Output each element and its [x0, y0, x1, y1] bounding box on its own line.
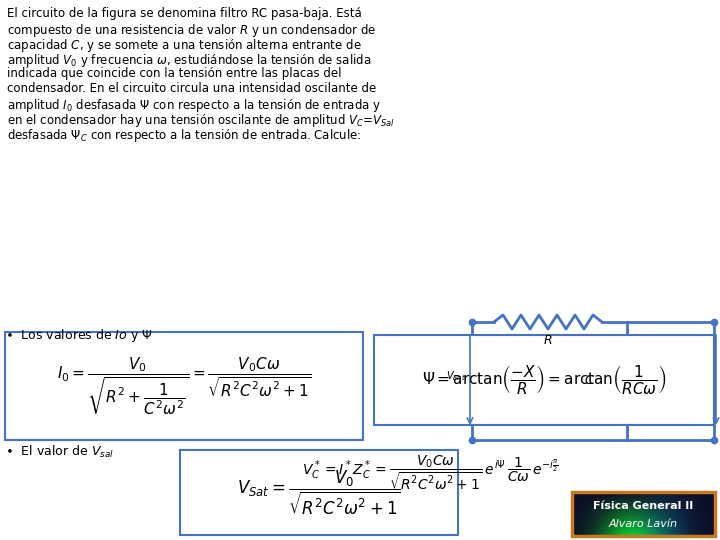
Text: en el condensador hay una tensión oscilante de amplitud $V_C$=$V_{Sal}$: en el condensador hay una tensión oscila…: [7, 112, 395, 129]
Text: capacidad $C$, y se somete a una tensión alterna entrante de: capacidad $C$, y se somete a una tensión…: [7, 37, 361, 54]
Text: $V_C^* = I^* Z_C^* = \dfrac{V_0 C\omega}{\sqrt{R^2C^2\omega^2+1}}\,e^{i\Psi}\,\d: $V_C^* = I^* Z_C^* = \dfrac{V_0 C\omega}…: [302, 453, 558, 491]
Text: condensador. En el circuito circula una intensidad oscilante de: condensador. En el circuito circula una …: [7, 82, 377, 95]
Text: $V_{Sat} = \dfrac{V_0}{\sqrt{R^2C^2\omega^2+1}}$: $V_{Sat} = \dfrac{V_0}{\sqrt{R^2C^2\omeg…: [237, 468, 401, 517]
Bar: [374, 335, 714, 425]
Bar: [572, 492, 715, 536]
Text: Física General II: Física General II: [593, 501, 693, 511]
Bar: [180, 450, 458, 535]
Text: indicada que coincide con la tensión entre las placas del: indicada que coincide con la tensión ent…: [7, 67, 341, 80]
Text: amplitud $I_0$ desfasada $\Psi$ con respecto a la tensión de entrada y: amplitud $I_0$ desfasada $\Psi$ con resp…: [7, 97, 381, 114]
Text: $V_{Ent}$: $V_{Ent}$: [446, 369, 466, 383]
Text: El circuito de la figura se denomina filtro RC pasa-baja. Está: El circuito de la figura se denomina fil…: [7, 7, 361, 20]
Text: Alvaro Lavín: Alvaro Lavín: [609, 519, 678, 529]
Text: $R$: $R$: [544, 334, 553, 347]
Text: desfasada $\Psi_C$ con respecto a la tensión de entrada. Calcule:: desfasada $\Psi_C$ con respecto a la ten…: [7, 127, 361, 144]
Text: $\bullet$  El valor de $V_{sal}$: $\bullet$ El valor de $V_{sal}$: [5, 444, 114, 460]
Bar: [5, 332, 363, 440]
Text: $I_0 = \dfrac{V_0}{\sqrt{R^2+\dfrac{1}{C^2\omega^2}}} = \dfrac{V_0 C\omega}{\sqr: $I_0 = \dfrac{V_0}{\sqrt{R^2+\dfrac{1}{C…: [57, 355, 311, 417]
Text: $C$: $C$: [585, 375, 595, 388]
Text: amplitud $V_0$ y frecuencia $\omega$, estudiándose la tensión de salida: amplitud $V_0$ y frecuencia $\omega$, es…: [7, 52, 372, 69]
Text: compuesto de una resistencia de valor $R$ y un condensador de: compuesto de una resistencia de valor $R…: [7, 22, 377, 39]
Text: $\Psi = \arctan\!\left(\dfrac{-X}{R}\right) = \arctan\!\left(\dfrac{1}{RC\omega}: $\Psi = \arctan\!\left(\dfrac{-X}{R}\rig…: [422, 363, 666, 396]
Text: $\bullet$  Los valores de $Io$ y $\Psi$: $\bullet$ Los valores de $Io$ y $\Psi$: [5, 327, 153, 344]
